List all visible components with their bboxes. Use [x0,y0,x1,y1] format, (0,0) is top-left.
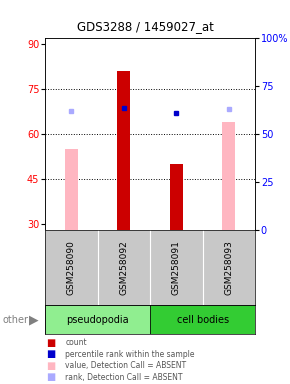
Text: cell bodies: cell bodies [177,314,229,325]
Text: rank, Detection Call = ABSENT: rank, Detection Call = ABSENT [65,372,183,382]
Text: GDS3288 / 1459027_at: GDS3288 / 1459027_at [77,20,213,33]
Text: ■: ■ [46,338,55,348]
Text: ■: ■ [46,372,55,382]
Text: percentile rank within the sample: percentile rank within the sample [65,349,195,359]
Text: GSM258090: GSM258090 [67,240,76,295]
Text: ■: ■ [46,349,55,359]
Text: pseudopodia: pseudopodia [66,314,129,325]
Text: GSM258093: GSM258093 [224,240,233,295]
Bar [222,122,235,230]
Bar [170,164,183,230]
Text: ■: ■ [46,361,55,371]
Bar [45,305,150,334]
Bar [150,305,255,334]
Text: GSM258092: GSM258092 [119,240,128,295]
Text: ▶: ▶ [28,313,38,326]
Text: value, Detection Call = ABSENT: value, Detection Call = ABSENT [65,361,186,370]
Text: count: count [65,338,87,347]
Text: other: other [3,314,29,325]
Bar [65,149,78,230]
Text: GSM258091: GSM258091 [172,240,181,295]
Bar [117,71,130,230]
